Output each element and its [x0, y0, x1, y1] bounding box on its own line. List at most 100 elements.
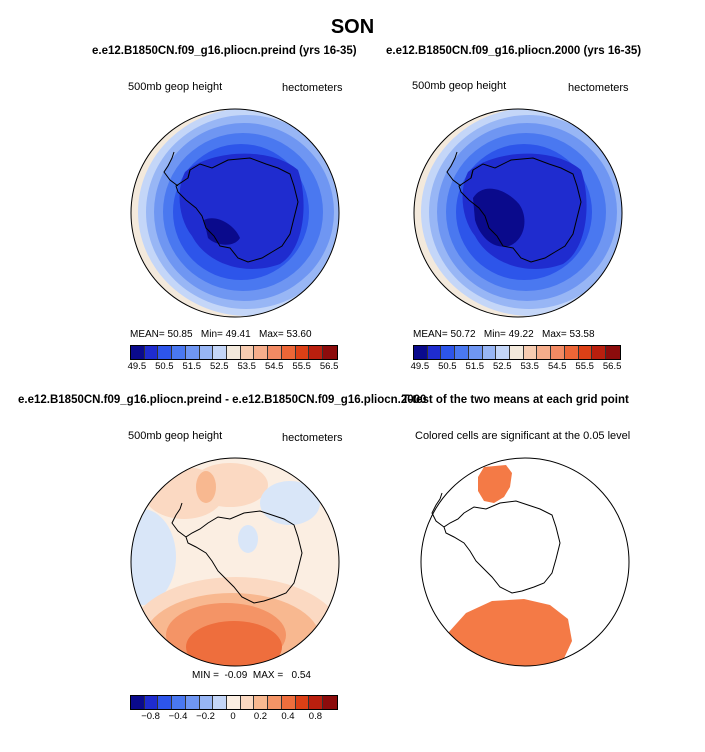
colorbar-segment — [427, 346, 442, 359]
colorbar-tick-label: 54.5 — [547, 361, 567, 372]
p2000-variable-label: 500mb geop height — [412, 80, 507, 92]
colorbar-segment — [414, 346, 428, 359]
colorbar-segment — [240, 346, 255, 359]
colorbar-tick-label: 52.5 — [493, 361, 512, 372]
colorbar-segment — [468, 346, 483, 359]
colorbar-segment — [131, 696, 145, 709]
p2000-map-boundary — [413, 108, 623, 318]
max-value: 0.54 — [291, 670, 311, 681]
colorbar-segment — [268, 346, 282, 359]
colorbar-segment — [295, 696, 310, 709]
diff-run-title: e.e12.B1850CN.f09_g16.pliocn.preind - e.… — [18, 394, 427, 406]
colorbar-segment — [323, 346, 337, 359]
colorbar-segment — [213, 346, 228, 359]
colorbar-segment — [172, 696, 186, 709]
p2000-run-title: e.e12.B1850CN.f09_g16.pliocn.2000 (yrs 1… — [386, 45, 642, 57]
max-label: MAX = — [252, 670, 284, 681]
colorbar-segment — [185, 346, 200, 359]
significant-region — [440, 599, 572, 666]
diff-colorbar — [130, 695, 338, 710]
colorbar-segment — [158, 346, 173, 359]
ttest-caption: Colored cells are significant at the 0.0… — [415, 430, 631, 442]
colorbar-segment — [131, 346, 145, 359]
colorbar-segment — [578, 346, 593, 359]
colorbar-segment — [441, 346, 456, 359]
colorbar-tick-label: 0.4 — [281, 711, 295, 722]
colorbar-segment — [268, 696, 282, 709]
max-label: Max= — [259, 329, 284, 340]
colorbar-segment — [254, 696, 269, 709]
colorbar-segment — [172, 346, 186, 359]
p2000-polar-map — [413, 108, 623, 318]
mean-label: MEAN= — [130, 329, 165, 340]
colorbar-segment — [199, 696, 214, 709]
diff-units-label: hectometers — [282, 432, 343, 444]
colorbar-tick-label: −0.2 — [196, 711, 215, 722]
colorbar-tick-label: −0.4 — [168, 711, 188, 722]
colorbar-segment — [281, 696, 296, 709]
preind-units-label: hectometers — [282, 82, 343, 94]
colorbar-segment — [455, 346, 469, 359]
colorbar-tick-label: −0.8 — [141, 711, 160, 722]
max-value: 53.58 — [569, 329, 595, 340]
p2000-units-label: hectometers — [568, 82, 629, 94]
ttest-run-title: T-test of the two means at each grid poi… — [402, 394, 629, 406]
preind-variable-label: 500mb geop height — [128, 81, 223, 93]
colorbar-segment — [564, 346, 579, 359]
colorbar-segment — [213, 696, 228, 709]
colorbar-segment — [523, 346, 538, 359]
colorbar-tick-label: 51.5 — [465, 361, 485, 372]
colorbar-segment — [606, 346, 620, 359]
mean-label: MEAN= — [413, 329, 448, 340]
colorbar-segment — [510, 346, 524, 359]
colorbar-tick-label: 49.5 — [410, 361, 430, 372]
mean-value: 50.85 — [167, 329, 193, 340]
colorbar-segment — [254, 346, 269, 359]
significant-region — [478, 465, 512, 503]
colorbar-tick-label: 55.5 — [575, 361, 594, 372]
colorbar-segment — [551, 346, 565, 359]
colorbar-tick-label: 49.5 — [127, 361, 147, 372]
colorbar-segment — [144, 346, 159, 359]
colorbar-tick-label: 0.8 — [308, 711, 322, 722]
colorbar-tick-label: 55.5 — [292, 361, 311, 372]
figure-title: SON — [330, 16, 375, 38]
max-label: Max= — [542, 329, 567, 340]
colorbar-segment — [323, 696, 337, 709]
colorbar-segment — [309, 346, 324, 359]
colorbar-segment — [295, 346, 310, 359]
preind-stats: MEAN= 50.85 Min= 49.41 Max= 53.60 — [130, 329, 312, 340]
min-label: MIN = — [192, 670, 219, 681]
colorbar-tick-label: 50.5 — [438, 361, 457, 372]
colorbar-segment — [199, 346, 214, 359]
mean-value: 50.72 — [450, 329, 476, 340]
colorbar-segment — [227, 346, 241, 359]
p2000-colorbar — [413, 345, 621, 360]
min-value: -0.09 — [224, 670, 248, 681]
min-value: 49.22 — [508, 329, 534, 340]
colorbar-tick-label: 56.5 — [319, 361, 339, 372]
colorbar-segment — [144, 696, 159, 709]
colorbar-tick-label: 0 — [230, 711, 236, 722]
ttest-polar-map — [420, 457, 630, 667]
min-label: Min= — [483, 329, 506, 340]
colorbar-segment — [185, 696, 200, 709]
preind-map-boundary — [130, 108, 340, 318]
preind-polar-map — [130, 108, 340, 318]
colorbar-segment — [227, 696, 241, 709]
diff-polar-map — [130, 457, 340, 667]
colorbar-tick-label: 0.2 — [253, 711, 268, 722]
colorbar-tick-label: 54.5 — [264, 361, 284, 372]
colorbar-tick-label: 53.5 — [520, 361, 539, 372]
colorbar-tick-label: 52.5 — [210, 361, 229, 372]
ttest-map-boundary — [420, 457, 630, 667]
colorbar-segment — [537, 346, 552, 359]
colorbar-segment — [309, 696, 324, 709]
preind-run-title: e.e12.B1850CN.f09_g16.pliocn.preind (yrs… — [92, 45, 357, 57]
diff-map-boundary — [130, 457, 340, 667]
colorbar-tick-label: 53.5 — [237, 361, 256, 372]
colorbar-tick-label: 50.5 — [155, 361, 174, 372]
diff-stats: MIN = -0.09 MAX = 0.54 — [192, 670, 311, 681]
min-value: 49.41 — [225, 329, 251, 340]
colorbar-segment — [240, 696, 255, 709]
